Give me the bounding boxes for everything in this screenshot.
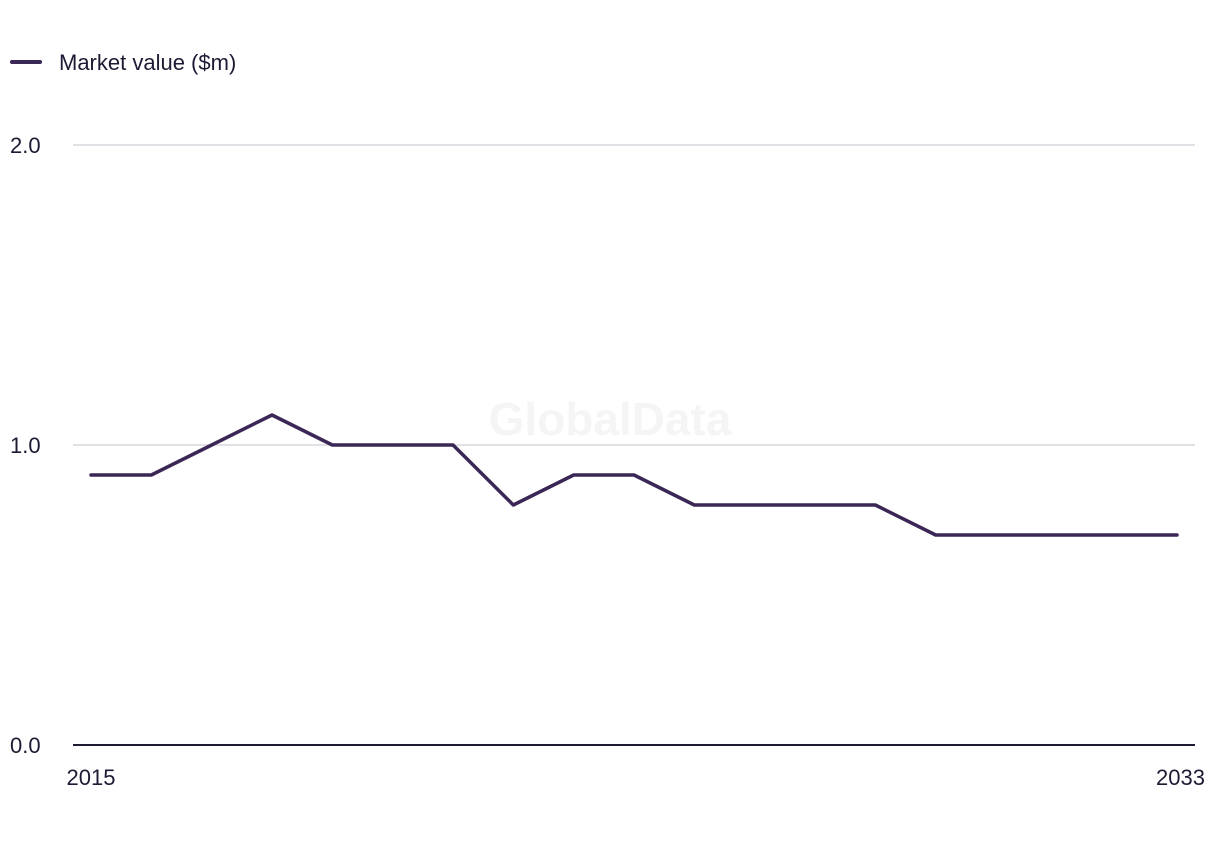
data-point bbox=[1115, 533, 1119, 537]
y-tick-label: 0.0 bbox=[10, 733, 41, 758]
data-point bbox=[1175, 533, 1179, 537]
data-point bbox=[753, 503, 757, 507]
series-layer bbox=[89, 413, 1179, 537]
data-point bbox=[270, 413, 274, 417]
x-axis-ticks: 2015 2033 bbox=[67, 765, 1205, 790]
data-point bbox=[149, 473, 153, 477]
y-axis-ticks: 0.0 1.0 2.0 bbox=[10, 133, 41, 758]
legend-label: Market value ($m) bbox=[59, 50, 236, 75]
data-point bbox=[330, 443, 334, 447]
data-point bbox=[994, 533, 998, 537]
gridlines bbox=[73, 144, 1195, 446]
data-point bbox=[1054, 533, 1058, 537]
x-tick-label: 2015 bbox=[67, 765, 116, 790]
x-tick-label: 2033 bbox=[1156, 765, 1205, 790]
watermark-text: GlobalData bbox=[489, 393, 732, 445]
series-line bbox=[89, 413, 1179, 537]
data-point bbox=[210, 443, 214, 447]
data-point bbox=[391, 443, 395, 447]
data-point bbox=[692, 503, 696, 507]
data-point bbox=[451, 443, 455, 447]
data-point bbox=[873, 503, 877, 507]
data-point bbox=[572, 473, 576, 477]
data-point bbox=[89, 473, 93, 477]
legend: Market value ($m) bbox=[10, 50, 236, 75]
y-tick-label: 2.0 bbox=[10, 133, 41, 158]
y-tick-label: 1.0 bbox=[10, 433, 41, 458]
data-point bbox=[511, 503, 515, 507]
data-point bbox=[632, 473, 636, 477]
data-point bbox=[813, 503, 817, 507]
data-point bbox=[934, 533, 938, 537]
